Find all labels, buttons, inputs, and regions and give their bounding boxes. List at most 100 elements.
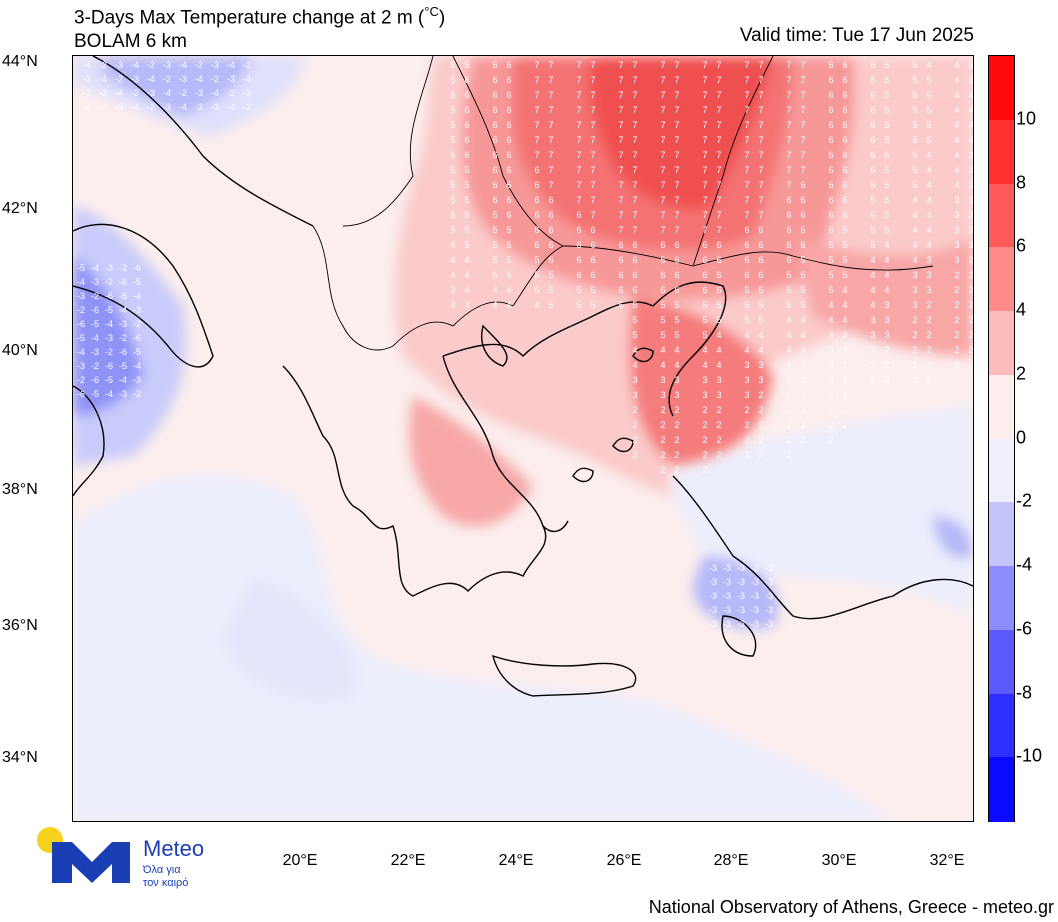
value-labels: 5566777777777777776665544356667777777777… <box>77 60 973 629</box>
value-label: 4 <box>450 255 455 265</box>
value-label: 2 <box>912 330 917 340</box>
value-label: 6 <box>492 120 497 130</box>
value-label: 2 <box>968 285 973 295</box>
value-label: -4 <box>227 60 235 70</box>
value-label: 6 <box>506 180 511 190</box>
value-label: 3 <box>660 375 665 385</box>
value-label: 7 <box>744 195 749 205</box>
value-label: 3 <box>716 390 721 400</box>
value-label: 5 <box>618 300 623 310</box>
value-label: 4 <box>870 300 875 310</box>
value-label: 5 <box>758 315 763 325</box>
value-label: 6 <box>870 60 875 70</box>
value-label: 3 <box>926 255 931 265</box>
value-label: 5 <box>534 255 539 265</box>
value-label: 5 <box>884 90 889 100</box>
value-label: 2 <box>842 360 847 370</box>
value-label: 7 <box>590 90 595 100</box>
value-label: 5 <box>912 150 917 160</box>
value-label: 6 <box>758 270 763 280</box>
colorbar-label: 10 <box>1016 108 1037 129</box>
value-label: 5 <box>884 165 889 175</box>
value-label: 6 <box>464 105 469 115</box>
value-label: -2 <box>133 389 141 399</box>
value-label: 6 <box>716 255 721 265</box>
value-label: 6 <box>842 105 847 115</box>
value-label: 7 <box>534 135 539 145</box>
footer-credit: National Observatory of Athens, Greece -… <box>648 897 1054 917</box>
value-label: 5 <box>926 135 931 145</box>
value-label: -3 <box>709 563 717 573</box>
value-label: 6 <box>590 225 595 235</box>
value-label: 7 <box>632 195 637 205</box>
value-label: 6 <box>828 60 833 70</box>
value-label: 4 <box>716 330 721 340</box>
value-label: 7 <box>800 135 805 145</box>
colorbar-label: 2 <box>1016 363 1027 384</box>
value-label: 6 <box>506 60 511 70</box>
value-label: 3 <box>926 270 931 280</box>
value-label: 6 <box>842 180 847 190</box>
value-label: 5 <box>506 255 511 265</box>
value-label: 4 <box>884 255 889 265</box>
value-label: -6 <box>91 305 99 315</box>
value-label: -3 <box>751 591 759 601</box>
value-label: 6 <box>842 165 847 175</box>
value-label: 7 <box>786 135 791 145</box>
value-label: 6 <box>842 75 847 85</box>
value-label: 6 <box>828 75 833 85</box>
value-label: 7 <box>576 90 581 100</box>
value-label: 7 <box>716 195 721 205</box>
value-label: 4 <box>954 105 959 115</box>
value-label: 6 <box>828 150 833 160</box>
value-label: 2 <box>716 405 721 415</box>
value-label: 5 <box>674 300 679 310</box>
value-label: -3 <box>133 305 141 315</box>
value-label: 2 <box>870 345 875 355</box>
value-label: -3 <box>737 619 745 629</box>
value-label: 4 <box>954 60 959 70</box>
lon-label-30: 30°E <box>821 852 857 869</box>
value-label: -4 <box>163 88 171 98</box>
value-label: 6 <box>716 285 721 295</box>
value-label: 5 <box>492 225 497 235</box>
value-label: 6 <box>506 135 511 145</box>
value-label: -6 <box>77 319 85 329</box>
value-label: 7 <box>618 75 623 85</box>
value-label: -3 <box>709 591 717 601</box>
value-label: 5 <box>926 75 931 85</box>
value-label: 6 <box>716 240 721 250</box>
lon-label-22: 22°E <box>390 852 426 869</box>
value-label: -3 <box>115 102 123 112</box>
value-label: -2 <box>147 102 155 112</box>
value-label: 7 <box>744 75 749 85</box>
value-label: 2 <box>842 390 847 400</box>
value-label: -4 <box>133 361 141 371</box>
value-label: 2 <box>744 420 749 430</box>
value-label: 7 <box>660 150 665 160</box>
value-label: 7 <box>800 90 805 100</box>
value-label: 5 <box>828 270 833 280</box>
value-label: 6 <box>842 195 847 205</box>
value-label: 6 <box>548 195 553 205</box>
value-label: 6 <box>492 135 497 145</box>
value-label: 4 <box>758 345 763 355</box>
value-label: 2 <box>800 420 805 430</box>
value-label: -3 <box>765 577 773 587</box>
value-label: 6 <box>618 240 623 250</box>
value-label: 7 <box>548 165 553 175</box>
value-label: 4 <box>492 285 497 295</box>
value-label: 6 <box>506 90 511 100</box>
value-label: 5 <box>492 270 497 280</box>
value-label: 6 <box>786 240 791 250</box>
value-label: 5 <box>450 135 455 145</box>
value-label: 7 <box>548 105 553 115</box>
colorbar-segment <box>989 629 1014 694</box>
value-label: 5 <box>716 315 721 325</box>
value-label: 4 <box>926 165 931 175</box>
value-label: -3 <box>163 102 171 112</box>
value-label: 6 <box>534 165 539 175</box>
value-label: 2 <box>660 420 665 430</box>
value-label: 6 <box>506 210 511 220</box>
title-close: ) <box>438 7 446 29</box>
